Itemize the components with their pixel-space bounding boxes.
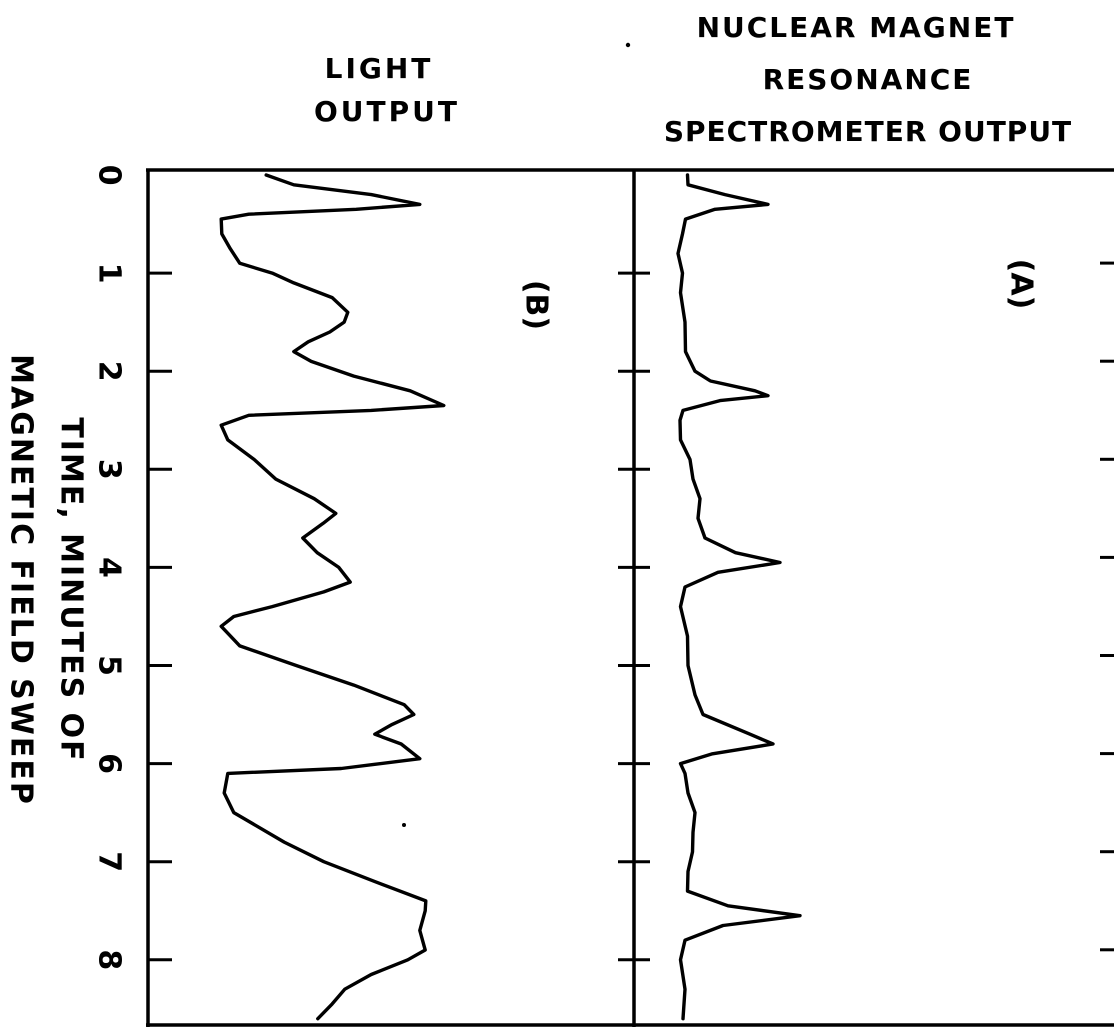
speck-mark: [625, 42, 631, 48]
speck-mark: [402, 823, 406, 827]
time-tick-label: 5: [92, 655, 127, 676]
light-output-title-line-2: OUTPUT: [314, 95, 460, 128]
time-tick-label: 7: [92, 851, 127, 872]
axis-title-line-2: MAGNETIC FIELD SWEEP: [4, 354, 39, 806]
panel-label-b: (B): [519, 280, 554, 330]
time-axis-ticks: [148, 271, 172, 962]
time-tick-label: 4: [92, 557, 127, 578]
nmr-title-line-1: NUCLEAR MAGNET: [697, 11, 1016, 44]
divider-axis-ticks: [618, 271, 650, 962]
time-tick-label: 8: [92, 949, 127, 970]
panel-label-a: (A): [1004, 259, 1039, 310]
right-edge-ticks: [1100, 261, 1114, 952]
axis-title-line-1: TIME, MINUTES OF: [54, 417, 89, 762]
nmr-title-line-2: RESONANCE: [763, 63, 974, 96]
time-axis-tick-labels: 0 1 2 3 4 5 6 7 8: [92, 165, 127, 971]
nmr-trace: [676, 173, 802, 1021]
light-output-trace: [219, 173, 446, 1021]
time-tick-label: 6: [92, 753, 127, 774]
time-tick-label: 3: [92, 459, 127, 480]
time-tick-label: 1: [92, 263, 127, 284]
time-tick-label: 0: [92, 165, 127, 186]
time-tick-label: 2: [92, 361, 127, 382]
nmr-title-line-3: SPECTROMETER OUTPUT: [664, 115, 1072, 148]
light-output-title-line-1: LIGHT: [325, 52, 434, 85]
